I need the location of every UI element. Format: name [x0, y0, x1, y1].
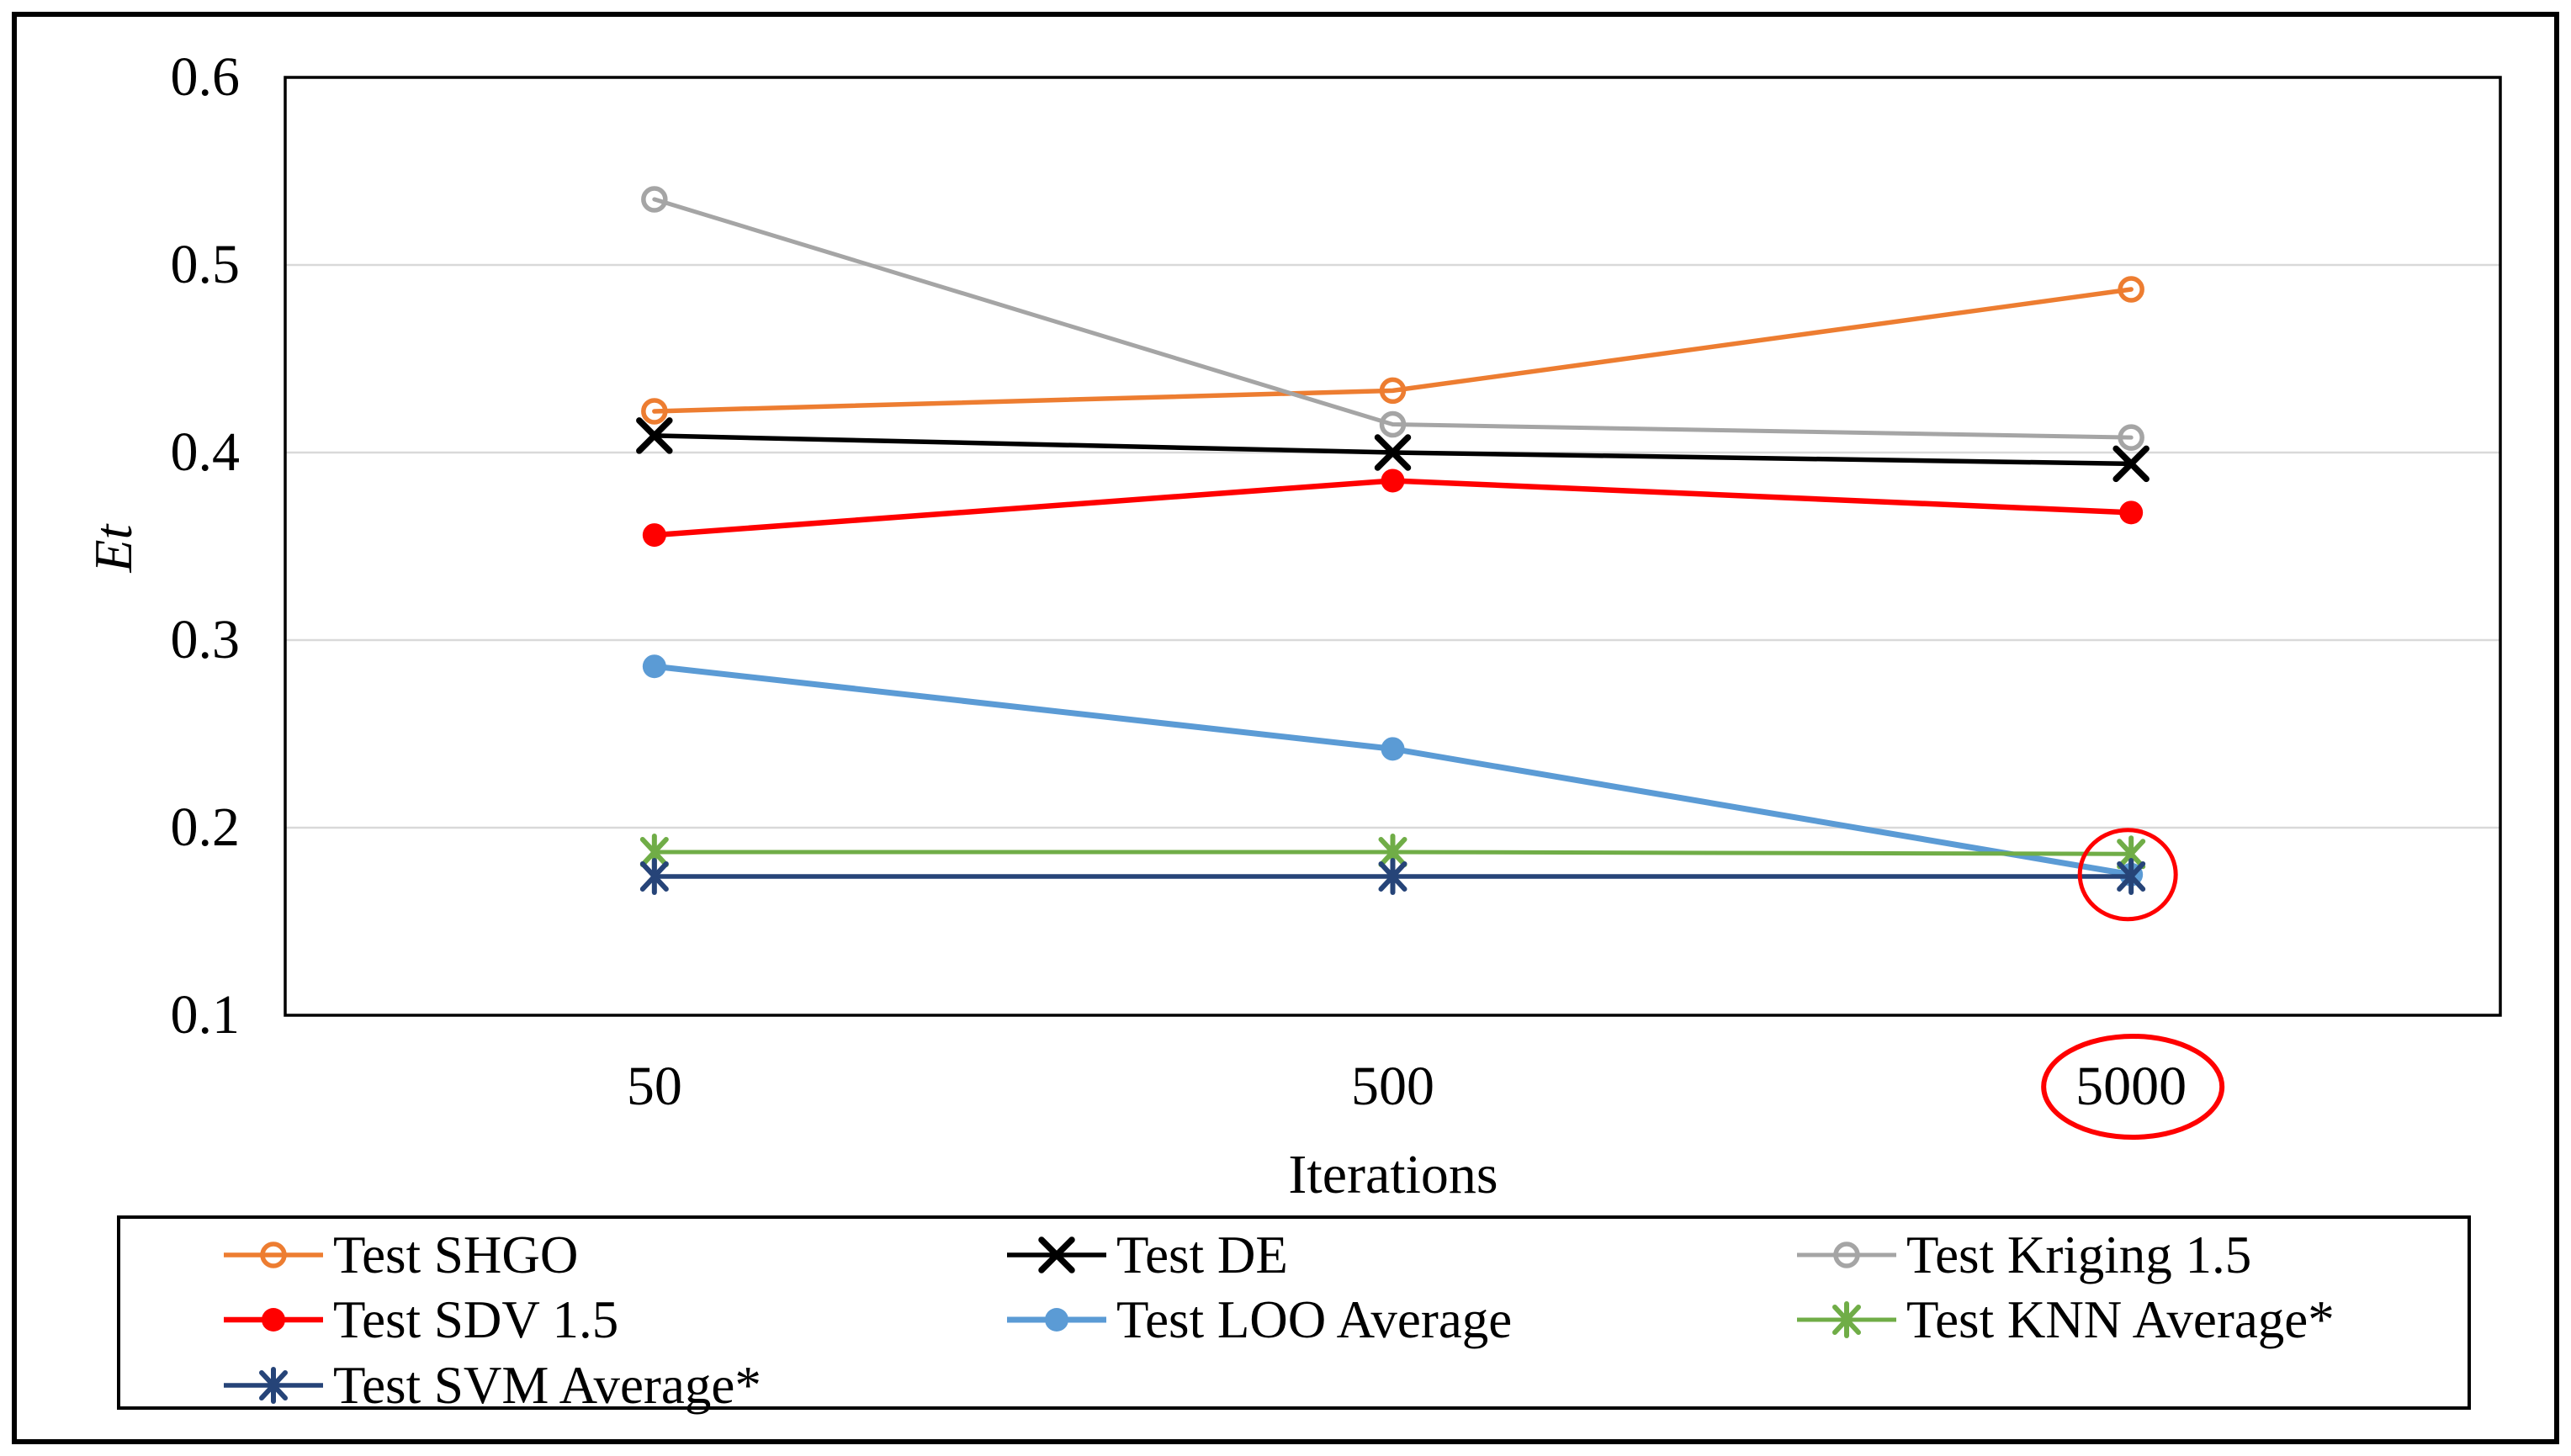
legend-item-test-svm-average: Test SVM Average* [222, 1356, 761, 1415]
legend-marker-icon-test-knn-average [1797, 1301, 1896, 1338]
x-tick-label-50: 50 [626, 1056, 682, 1117]
y-tick-label-0.1: 0.1 [170, 984, 241, 1046]
y-tick-label-0.5: 0.5 [170, 234, 241, 295]
annotation-ellipse-data-cluster [2077, 828, 2178, 922]
y-tick-label-0.6: 0.6 [170, 46, 241, 108]
marker-x [1038, 1236, 1075, 1273]
legend-marker-icon-test-kriging-1-5 [1797, 1242, 1896, 1268]
marker-circle-open [641, 186, 668, 213]
marker-circle-open [2118, 276, 2144, 303]
legend-item-test-loo-average: Test LOO Average [1005, 1290, 1512, 1349]
legend-item-test-kriging-1-5: Test Kriging 1.5 [1795, 1226, 2251, 1284]
legend-label-test-sdv-1-5: Test SDV 1.5 [333, 1290, 619, 1349]
series-test-shgo [641, 276, 2144, 425]
marker-circle-open [260, 1242, 287, 1268]
legend-item-test-sdv-1-5: Test SDV 1.5 [222, 1290, 618, 1349]
marker-circle-open [1379, 410, 1407, 438]
series-test-de [636, 417, 2150, 483]
marker-circle-filled [2119, 500, 2144, 525]
marker-circle-filled [1045, 1308, 1068, 1332]
series-test-svm-average [639, 857, 2146, 895]
marker-circle-filled [262, 1308, 285, 1332]
marker-x [2112, 445, 2150, 483]
legend-box: Test SHGO Test DE Test Kriging 1.5 Test SDV… [117, 1215, 2471, 1415]
marker-x [1374, 434, 1412, 471]
legend-label-test-svm-average: Test SVM Average* [333, 1356, 761, 1415]
x-tick-label-500: 500 [1351, 1056, 1434, 1117]
legend-label-test-knn-average: Test KNN Average* [1906, 1290, 2335, 1349]
legend-item-test-knn-average: Test KNN Average* [1795, 1290, 2335, 1349]
series-line-test-kriging-1-5 [652, 197, 2134, 440]
series-test-sdv-1-5 [642, 469, 2144, 548]
legend-label-test-loo-average: Test LOO Average [1116, 1290, 1513, 1349]
marker-circle-filled [642, 654, 666, 679]
series-test-kriging-1-5 [641, 186, 2144, 451]
legend-marker-icon-test-de [1007, 1236, 1106, 1273]
marker-circle-open [1833, 1242, 1860, 1268]
y-tick-label-0.2: 0.2 [170, 797, 241, 858]
legend-label-test-shgo: Test SHGO [333, 1226, 579, 1284]
marker-circle-open [1379, 377, 1407, 405]
legend-label-test-kriging-1-5: Test Kriging 1.5 [1906, 1226, 2252, 1284]
x-tick-label-5000: 5000 [2075, 1056, 2187, 1117]
marker-circle-filled [1381, 469, 1405, 493]
marker-circle-open [641, 398, 668, 425]
marker-x [636, 417, 673, 454]
legend-label-test-de: Test DE [1116, 1226, 1288, 1284]
legend-marker-icon-test-svm-average [224, 1367, 323, 1404]
y-tick-label-0.4: 0.4 [170, 421, 241, 483]
y-tick-label-0.3: 0.3 [170, 609, 241, 670]
x-axis-title: Iterations [1288, 1144, 1498, 1205]
marker-circle-open [2118, 424, 2144, 451]
legend-item-test-de: Test DE [1005, 1226, 1288, 1284]
legend-marker-icon-test-shgo [224, 1242, 323, 1268]
legend-item-test-shgo: Test SHGO [222, 1226, 578, 1284]
plot-area-border [284, 76, 2502, 1017]
annotation-ellipse-xtick-5000 [2041, 1034, 2225, 1140]
marker-circle-filled [1381, 737, 1405, 761]
legend-marker-icon-test-loo-average [1007, 1308, 1106, 1332]
legend-marker-icon-test-sdv-1-5 [224, 1308, 323, 1332]
series-line-test-shgo [652, 287, 2134, 414]
marker-circle-filled [642, 523, 666, 548]
